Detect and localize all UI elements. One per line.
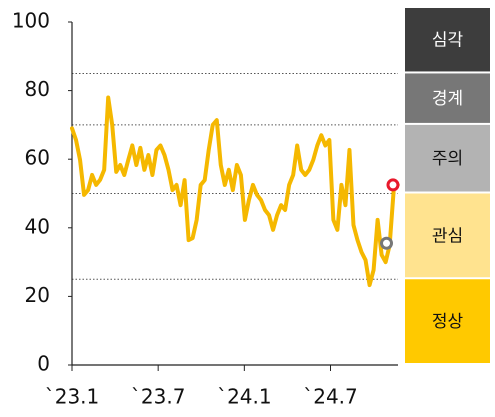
line — [70, 95, 400, 288]
x-tick-label: `24.1 — [217, 385, 272, 409]
band-label: 관심 — [432, 226, 463, 246]
band-label: 정상 — [432, 312, 464, 332]
y-tick-label: 0 — [37, 352, 50, 376]
y-tick-label: 60 — [25, 146, 50, 170]
x-tick-label: `23.1 — [45, 385, 100, 409]
band — [405, 73, 490, 123]
band — [405, 279, 490, 363]
band — [405, 193, 490, 278]
y-tick-label: 20 — [25, 283, 50, 307]
marker — [386, 178, 400, 192]
band — [405, 124, 490, 192]
x-tick-label: `24.7 — [303, 385, 358, 409]
band-label: 주의 — [432, 149, 463, 169]
band — [405, 8, 490, 72]
marker — [380, 236, 394, 250]
band-label: 심각 — [432, 31, 464, 51]
y-tick-label: 80 — [25, 77, 50, 101]
band-label: 경계 — [432, 89, 463, 109]
y-tick-label: 40 — [25, 214, 50, 238]
x-tick-label: `23.7 — [131, 385, 186, 409]
y-tick-label: 100 — [12, 9, 50, 33]
